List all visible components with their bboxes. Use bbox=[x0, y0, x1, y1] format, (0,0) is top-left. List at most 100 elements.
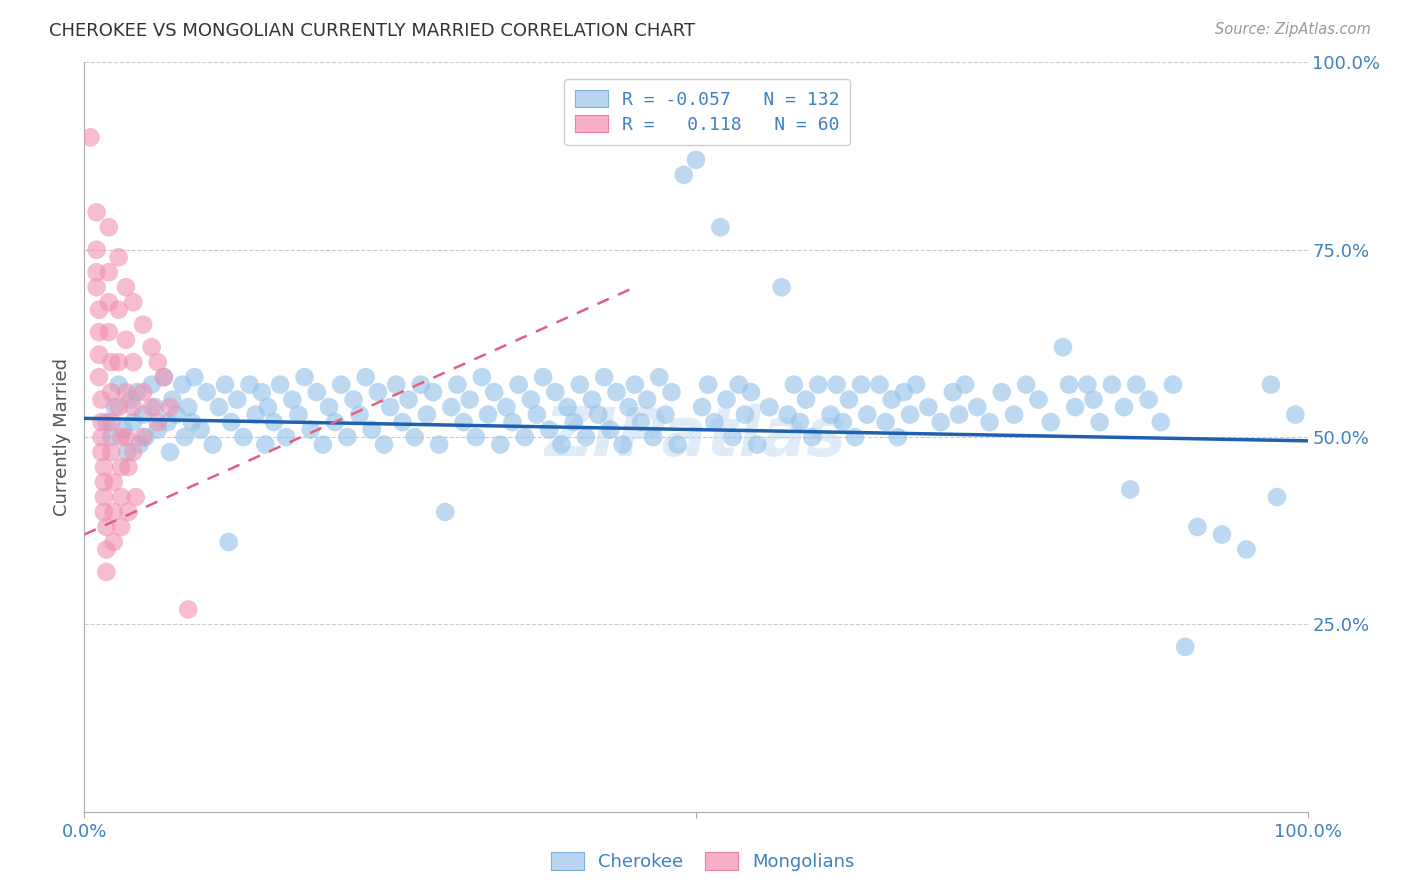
Point bbox=[173, 430, 195, 444]
Point bbox=[464, 430, 486, 444]
Point bbox=[575, 430, 598, 444]
Point bbox=[218, 535, 240, 549]
Point bbox=[630, 415, 652, 429]
Point bbox=[849, 377, 872, 392]
Point bbox=[979, 415, 1001, 429]
Point bbox=[159, 445, 181, 459]
Point bbox=[107, 250, 129, 264]
Point bbox=[100, 385, 122, 400]
Point bbox=[434, 505, 457, 519]
Point bbox=[643, 430, 665, 444]
Point bbox=[183, 370, 205, 384]
Point bbox=[287, 408, 309, 422]
Point bbox=[132, 318, 155, 332]
Point bbox=[477, 408, 499, 422]
Point bbox=[159, 400, 181, 414]
Point bbox=[794, 392, 817, 407]
Point bbox=[1015, 377, 1038, 392]
Point bbox=[360, 423, 382, 437]
Point bbox=[838, 392, 860, 407]
Point bbox=[1187, 520, 1209, 534]
Point bbox=[482, 385, 505, 400]
Point bbox=[727, 377, 749, 392]
Point bbox=[93, 490, 115, 504]
Point bbox=[887, 430, 910, 444]
Point bbox=[232, 430, 254, 444]
Point bbox=[122, 355, 145, 369]
Point bbox=[953, 377, 976, 392]
Point bbox=[87, 325, 110, 339]
Point bbox=[875, 415, 897, 429]
Point bbox=[1083, 392, 1105, 407]
Point bbox=[96, 415, 118, 429]
Point bbox=[422, 385, 444, 400]
Point bbox=[427, 437, 450, 451]
Point bbox=[219, 415, 242, 429]
Point bbox=[831, 415, 853, 429]
Point bbox=[323, 415, 346, 429]
Point bbox=[93, 505, 115, 519]
Point bbox=[112, 423, 135, 437]
Point bbox=[636, 392, 658, 407]
Point bbox=[1028, 392, 1050, 407]
Point bbox=[90, 392, 112, 407]
Point bbox=[132, 408, 155, 422]
Point bbox=[100, 445, 122, 459]
Point bbox=[122, 445, 145, 459]
Point bbox=[250, 385, 273, 400]
Point bbox=[917, 400, 939, 414]
Point bbox=[531, 370, 554, 384]
Point bbox=[1125, 377, 1147, 392]
Point bbox=[1064, 400, 1087, 414]
Point bbox=[703, 415, 725, 429]
Point bbox=[115, 280, 138, 294]
Point bbox=[96, 565, 118, 579]
Point bbox=[141, 377, 163, 392]
Point bbox=[807, 377, 830, 392]
Point bbox=[107, 377, 129, 392]
Point bbox=[654, 408, 676, 422]
Point bbox=[593, 370, 616, 384]
Point bbox=[299, 423, 322, 437]
Point bbox=[869, 377, 891, 392]
Point bbox=[893, 385, 915, 400]
Point bbox=[1002, 408, 1025, 422]
Point bbox=[90, 445, 112, 459]
Point bbox=[86, 205, 108, 219]
Point bbox=[776, 408, 799, 422]
Point bbox=[1265, 490, 1288, 504]
Point bbox=[281, 392, 304, 407]
Point bbox=[257, 400, 280, 414]
Point bbox=[115, 430, 138, 444]
Point bbox=[789, 415, 811, 429]
Point bbox=[1119, 483, 1142, 497]
Point bbox=[115, 445, 138, 459]
Point bbox=[489, 437, 512, 451]
Point bbox=[110, 490, 132, 504]
Point bbox=[599, 423, 621, 437]
Point bbox=[581, 392, 603, 407]
Point bbox=[263, 415, 285, 429]
Point bbox=[721, 430, 744, 444]
Point bbox=[96, 520, 118, 534]
Point bbox=[966, 400, 988, 414]
Point bbox=[97, 220, 120, 235]
Point bbox=[107, 400, 129, 414]
Point bbox=[254, 437, 277, 451]
Point bbox=[1076, 377, 1098, 392]
Point bbox=[135, 430, 157, 444]
Point bbox=[172, 377, 194, 392]
Point bbox=[825, 377, 848, 392]
Point bbox=[132, 385, 155, 400]
Point bbox=[685, 153, 707, 167]
Point bbox=[110, 520, 132, 534]
Point bbox=[318, 400, 340, 414]
Point bbox=[398, 392, 420, 407]
Point bbox=[801, 430, 824, 444]
Point bbox=[93, 475, 115, 489]
Point bbox=[141, 400, 163, 414]
Point bbox=[100, 355, 122, 369]
Point bbox=[104, 400, 127, 414]
Point bbox=[132, 430, 155, 444]
Point bbox=[156, 415, 179, 429]
